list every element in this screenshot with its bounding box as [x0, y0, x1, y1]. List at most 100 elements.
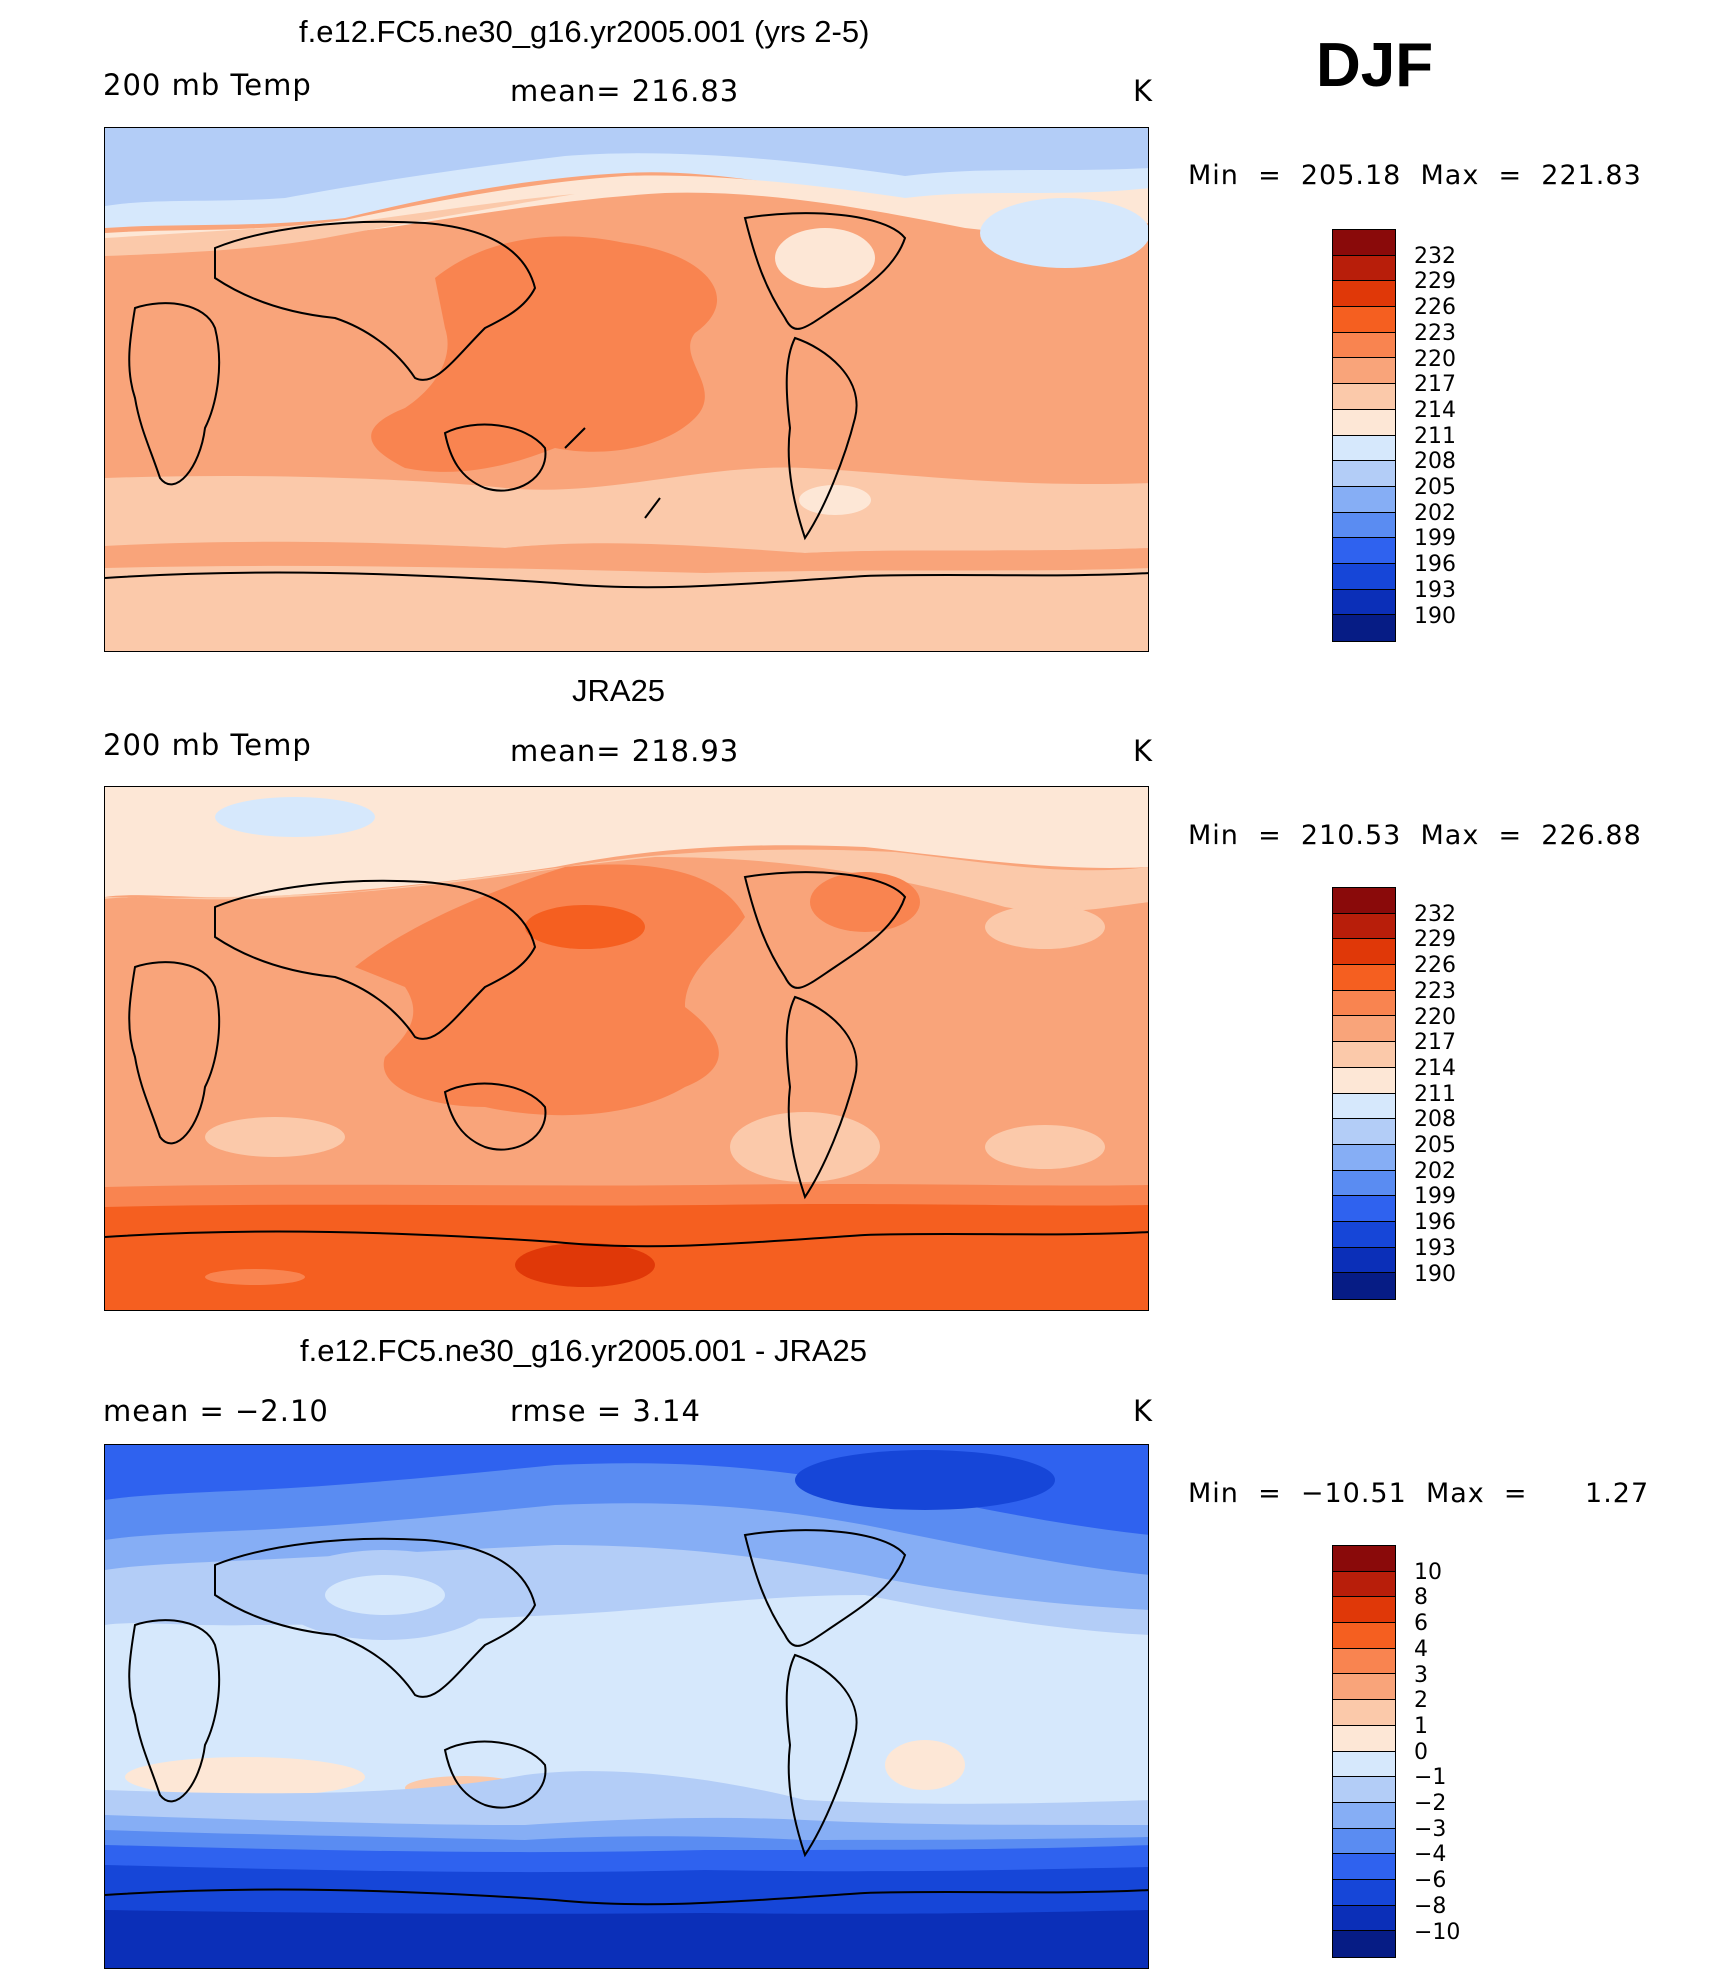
panel1-colorbar	[1332, 229, 1396, 642]
panel1-colorbar-swatch	[1333, 332, 1395, 359]
panel2-colorbar-swatch	[1333, 1119, 1395, 1145]
panel1-colorbar-tick-label: 205	[1414, 475, 1456, 500]
panel2-colorbar-tick-label: 199	[1414, 1184, 1456, 1210]
panel2-colorbar-tick-label: 214	[1414, 1055, 1456, 1081]
panel2-colorbar-tick-label: 229	[1414, 927, 1456, 953]
panel1-colorbar-tick-label: 229	[1414, 269, 1456, 295]
panel3-colorbar-tick-label: 10	[1414, 1559, 1442, 1585]
panel1-colorbar-tick-label: 202	[1414, 500, 1456, 526]
panel2-colorbar-swatch	[1333, 939, 1395, 966]
panel3-colorbar-tick-label: −3	[1414, 1816, 1447, 1842]
panel3-colorbar-tick-label: 2	[1414, 1688, 1428, 1714]
panel3-colorbar-swatch	[1333, 1854, 1395, 1880]
panel3-difference-map	[104, 1444, 1149, 1969]
panel3-colorbar-swatch	[1333, 1700, 1395, 1726]
panel3-colorbar-swatch	[1333, 1648, 1395, 1675]
panel1-colorbar-tick-label: 196	[1414, 552, 1456, 578]
panel3-colorbar-tick-label: 4	[1414, 1636, 1428, 1662]
panel3-colorbar-swatch	[1333, 1546, 1395, 1572]
panel2-colorbar-swatch	[1333, 1221, 1395, 1248]
panel3-colorbar-swatch	[1333, 1931, 1395, 1957]
panel2-colorbar-tick-label: 208	[1414, 1107, 1456, 1133]
panel1-colorbar-swatch	[1333, 230, 1395, 256]
panel1-colorbar-swatch	[1333, 461, 1395, 487]
panel1-colorbar-tick-label: 193	[1414, 577, 1456, 603]
panel2-colorbar-swatch	[1333, 1196, 1395, 1222]
panel3-colorbar-tick-label: 8	[1414, 1585, 1428, 1611]
panel1-mean-label: mean= 216.83	[510, 74, 740, 108]
panel3-colorbar-tick-label: 1	[1414, 1713, 1428, 1739]
panel3-colorbar-tick-label: −1	[1414, 1765, 1447, 1791]
panel2-colorbar-tick-label: 217	[1414, 1030, 1456, 1056]
panel3-colorbar-tick-label: 6	[1414, 1611, 1428, 1637]
panel2-colorbar-tick-label: 202	[1414, 1158, 1456, 1184]
panel1-colorbar-tick-label: 220	[1414, 346, 1456, 372]
panel1-colorbar-swatch	[1333, 307, 1395, 333]
panel1-colorbar-swatch	[1333, 358, 1395, 385]
panel1-colorbar-tick-label: 208	[1414, 449, 1456, 475]
panel2-minmax: Min = 210.53 Max = 226.88	[1188, 820, 1642, 851]
panel1-colorbar-swatch	[1333, 512, 1395, 539]
panel1-colorbar-swatch	[1333, 281, 1395, 308]
panel1-minmax: Min = 205.18 Max = 221.83	[1188, 160, 1642, 191]
panel2-colorbar-tick-label: 205	[1414, 1133, 1456, 1158]
panel2-colorbar-tick-label: 226	[1414, 953, 1456, 979]
panel3-colorbar-tick-label: −10	[1414, 1919, 1461, 1945]
panel1-colorbar-tick-label: 199	[1414, 526, 1456, 552]
panel1-colorbar-swatch	[1333, 435, 1395, 462]
panel2-colorbar-tick-label: 223	[1414, 978, 1456, 1004]
panel2-colorbar-swatch	[1333, 1093, 1395, 1120]
panel1-colorbar-swatch	[1333, 563, 1395, 590]
panel1-colorbar-tick-label: 223	[1414, 320, 1456, 346]
panel1-colorbar-swatch	[1333, 589, 1395, 616]
panel3-colorbar-tick-label: −6	[1414, 1868, 1447, 1894]
panel3-colorbar	[1332, 1545, 1396, 1958]
panel2-colorbar-tick-label: 190	[1414, 1261, 1456, 1287]
panel1-model-map	[104, 127, 1149, 652]
panel1-title: f.e12.FC5.ne30_g16.yr2005.001 (yrs 2-5)	[299, 14, 870, 49]
panel2-colorbar-swatch	[1333, 1067, 1395, 1094]
panel2-colorbar-swatch	[1333, 913, 1395, 940]
panel2-colorbar-swatch	[1333, 888, 1395, 914]
panel2-variable-label: 200 mb Temp	[103, 728, 312, 762]
panel3-mean-label: mean = −2.10	[103, 1394, 329, 1428]
panel2-colorbar-tick-label: 211	[1414, 1081, 1456, 1107]
panel2-colorbar-swatch	[1333, 1042, 1395, 1068]
panel3-colorbar-swatch	[1333, 1751, 1395, 1778]
panel2-colorbar-swatch	[1333, 1170, 1395, 1197]
panel2-colorbar-tick-label: 220	[1414, 1004, 1456, 1030]
panel3-colorbar-tick-label: 0	[1414, 1739, 1428, 1765]
panel1-colorbar-swatch	[1333, 384, 1395, 410]
panel3-colorbar-tick-label: −4	[1414, 1842, 1447, 1868]
panel2-colorbar-swatch	[1333, 965, 1395, 991]
panel2-colorbar-swatch	[1333, 1016, 1395, 1043]
panel1-colorbar-tick-label: 226	[1414, 295, 1456, 321]
panel1-colorbar-swatch	[1333, 409, 1395, 436]
panel3-colorbar-swatch	[1333, 1597, 1395, 1624]
panel1-colorbar-swatch	[1333, 486, 1395, 513]
panel3-colorbar-swatch	[1333, 1879, 1395, 1906]
panel3-colorbar-swatch	[1333, 1623, 1395, 1649]
panel1-colorbar-tick-label: 214	[1414, 397, 1456, 423]
panel3-colorbar-swatch	[1333, 1674, 1395, 1701]
panel2-colorbar-tick-label: 232	[1414, 901, 1456, 927]
panel3-title: f.e12.FC5.ne30_g16.yr2005.001 - JRA25	[300, 1333, 867, 1368]
panel2-colorbar-tick-label: 193	[1414, 1235, 1456, 1261]
panel3-colorbar-swatch	[1333, 1725, 1395, 1752]
panel2-colorbar-swatch	[1333, 990, 1395, 1017]
panel1-colorbar-swatch	[1333, 615, 1395, 641]
panel1-variable-label: 200 mb Temp	[103, 68, 312, 102]
panel2-colorbar	[1332, 887, 1396, 1300]
panel1-colorbar-tick-label: 190	[1414, 603, 1456, 629]
panel1-colorbar-tick-label: 232	[1414, 243, 1456, 269]
panel2-colorbar-swatch	[1333, 1273, 1395, 1299]
panel3-units: K	[1133, 1394, 1154, 1428]
panel2-units: K	[1133, 734, 1154, 768]
panel3-rmse-label: rmse = 3.14	[510, 1394, 701, 1428]
panel2-title: JRA25	[572, 673, 666, 708]
panel3-colorbar-tick-label: 3	[1414, 1662, 1428, 1688]
panel3-colorbar-tick-label: −8	[1414, 1893, 1447, 1919]
panel2-colorbar-tick-label: 196	[1414, 1210, 1456, 1236]
panel3-colorbar-swatch	[1333, 1571, 1395, 1598]
panel3-colorbar-swatch	[1333, 1905, 1395, 1932]
